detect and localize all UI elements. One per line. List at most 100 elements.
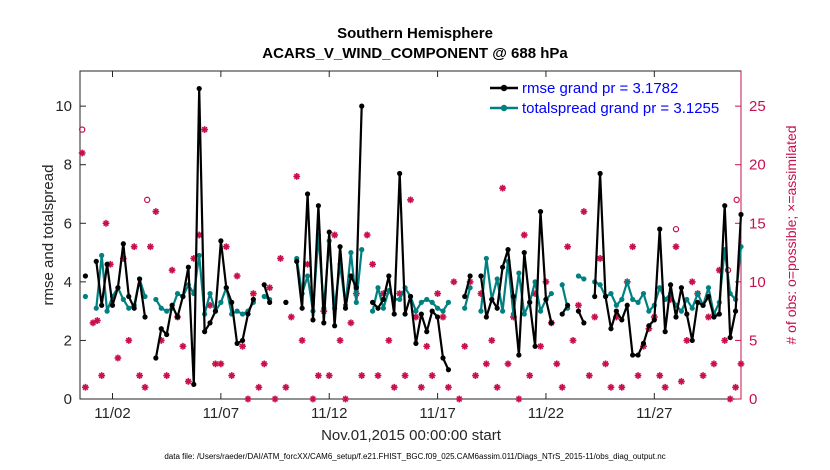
rmse-point [483,314,489,320]
rmse-point [565,302,571,308]
asterisk-stroke [98,372,105,379]
obs-assimilated-marker [732,383,739,391]
obs-assimilated-marker [184,378,192,385]
asterisk-stroke [228,372,235,379]
asterisk-stroke [673,243,679,250]
asterisk-stroke [608,384,614,391]
obs-assimilated-marker [591,313,599,321]
asterisk-stroke [526,372,533,379]
rmse-point [657,226,663,232]
obs-possible-marker [733,196,740,204]
obs-assimilated-marker [374,372,382,379]
obs-assimilated-marker [672,243,680,251]
rmse-point [315,203,321,209]
obs-assimilated-marker [228,372,236,379]
y-left-tick-label: 2 [64,332,72,349]
rmse-point [592,293,598,300]
obs-assimilated-marker [721,337,729,344]
obs-assimilated-marker [342,395,349,403]
rmse-point [234,340,240,346]
asterisk-stroke [635,372,642,379]
totalspread-point [705,285,712,291]
asterisk-stroke [391,384,398,391]
obs-assimilated-marker [287,313,295,321]
rmse-point [602,293,609,300]
obs-possible-marker [143,196,151,204]
totalspread-point [261,293,267,300]
rmse-point [304,191,311,197]
rmse-point [429,308,435,314]
x-axis-ticks: 11/02 11/07 11/12 11/17 11/22 11/27 [94,71,673,422]
obs-assimilated-marker [336,337,344,344]
rmse-point [445,367,452,373]
obs-assimilated-marker [699,372,707,379]
totalspread-point [640,290,647,297]
asterisk-stroke [207,302,213,309]
asterisk-stroke [245,396,251,402]
asterisk-stroke [255,384,262,391]
totalspread-point [164,308,170,314]
totalspread-point [467,285,473,291]
totalspread-point [597,282,603,288]
rmse-point [207,320,213,326]
totalspread-point [196,252,202,259]
asterisk-stroke [591,314,598,320]
obs-assimilated-marker [656,372,664,379]
y-right-tick-label: 10 [749,274,766,291]
rmse-point [109,302,116,308]
asterisk-stroke [347,319,354,326]
obs-assimilated-marker [575,301,582,309]
asterisk-stroke [342,396,349,402]
asterisk-stroke [461,343,468,350]
totalspread-point [646,308,652,314]
rmse-point [608,326,614,332]
x-tick-label: 11/02 [94,405,130,422]
legend-spread-label: totalspread grand pr = 3.1255 [522,100,719,117]
rmse-point [619,317,625,323]
asterisk-stroke [705,314,712,320]
rmse-point [245,311,251,317]
x-tick-label: 11/12 [311,405,347,422]
totalspread-point [575,273,582,279]
legend-rmse-label: rmse grand pr = 3.1782 [522,80,678,97]
rmse-point [695,299,701,305]
obs-assimilated-series [78,126,745,403]
obs-assimilated-marker [482,360,490,368]
rmse-line [463,275,472,297]
asterisk-stroke [142,384,148,391]
rmse-point [494,305,500,311]
rmse-point [131,305,137,311]
chart-title-line2: ACARS_V_WIND_COMPONENT @ 688 hPa [262,45,568,62]
obs-assimilated-marker [569,337,577,344]
totalspread-point [418,299,424,305]
rmse-point [521,249,527,256]
obs-assimilated-marker [428,372,436,379]
rmse-point [581,320,587,326]
obs-assimilated-marker [309,395,317,403]
obs-assimilated-marker [407,196,414,204]
asterisk-stroke [94,317,101,324]
obs-assimilated-marker [493,383,501,391]
asterisk-stroke [738,360,744,367]
asterisk-stroke [732,384,739,391]
rmse-point [369,299,376,305]
rmse-point [624,302,630,308]
rmse-point [548,320,554,326]
asterisk-stroke [678,378,685,385]
obs-assimilated-marker [488,337,496,344]
asterisk-stroke [239,343,246,350]
asterisk-stroke [434,290,441,297]
asterisk-stroke [407,196,414,203]
rmse-point [684,311,690,317]
asterisk-stroke [212,360,219,367]
totalspread-point [434,305,441,311]
totalspread-point [445,299,452,305]
rmse-point [136,276,143,282]
rmse-point [229,299,235,305]
rmse-point [397,170,403,177]
rmse-point [640,340,647,346]
totalspread-point [304,273,311,279]
obs-assimilated-marker [580,208,588,215]
obs-assimilated-marker [455,395,463,403]
legend: rmse grand pr = 3.1782 totalspread grand… [490,80,719,117]
